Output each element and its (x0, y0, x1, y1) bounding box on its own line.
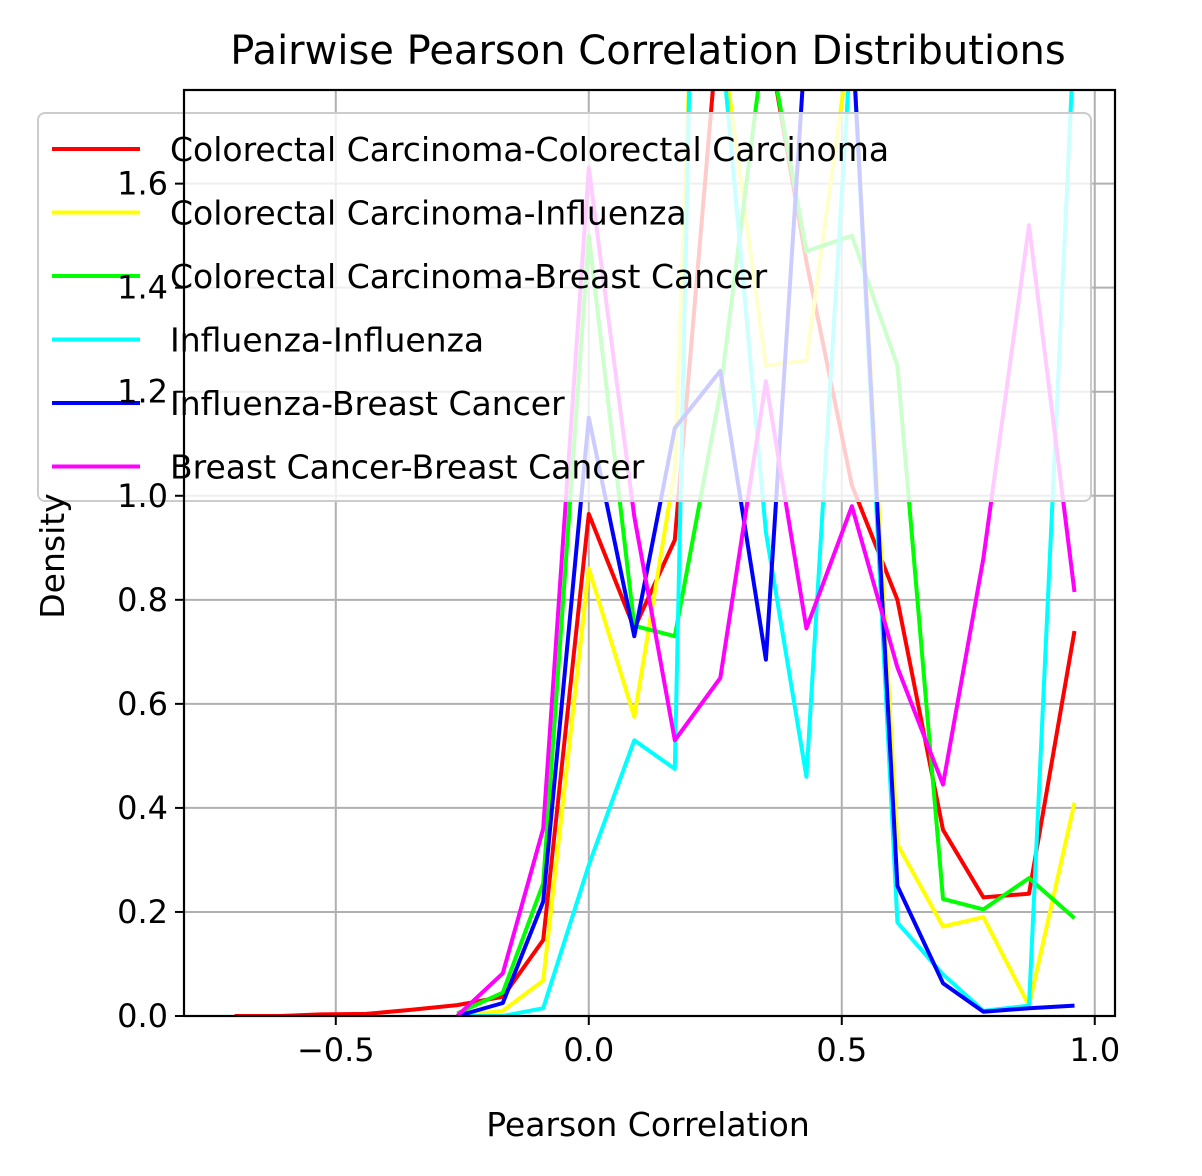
x-axis-label: Pearson Correlation (486, 1105, 810, 1144)
y-tick-label: 1.0 (117, 477, 168, 515)
x-tick-label: 1.0 (1069, 1031, 1120, 1069)
legend-box (37, 112, 1092, 502)
legend-label: Influenza-Influenza (170, 321, 484, 360)
y-tick-label: 0.0 (117, 997, 168, 1035)
legend-label: Colorectal Carcinoma-Influenza (170, 194, 687, 233)
y-tick-label: 1.2 (117, 373, 168, 411)
plot-frame (182, 88, 1117, 1018)
y-tick-label: 0.6 (117, 685, 168, 723)
y-tick-label: 0.8 (117, 581, 168, 619)
y-tick-label: 0.4 (117, 789, 168, 827)
legend-label: Breast Cancer-Breast Cancer (170, 448, 645, 487)
x-tick-label: 0.0 (563, 1031, 614, 1069)
y-axis-label: Density (33, 493, 72, 618)
legend-label: Colorectal Carcinoma-Colorectal Carcinom… (170, 130, 889, 169)
y-axis-ticks: 0.0 0.2 0.4 0.6 0.8 1.0 1.2 1.4 1.6 (117, 165, 184, 1035)
x-tick-label: 0.5 (816, 1031, 867, 1069)
legend: Colorectal Carcinoma-Colorectal Carcinom… (37, 112, 1092, 502)
series-line-5 (456, 90, 1075, 1016)
legend-label: Colorectal Carcinoma-Breast Cancer (170, 257, 768, 296)
legend-label: Influenza-Breast Cancer (170, 384, 565, 423)
y-tick-label: 1.6 (117, 165, 168, 203)
y-tick-label: 1.4 (117, 269, 168, 307)
y-tick-label: 0.2 (117, 893, 168, 931)
series-line-3 (456, 90, 1076, 1016)
x-axis-ticks: −0.5 0.0 0.5 1.0 (297, 1016, 1120, 1069)
chart-title: Pairwise Pearson Correlation Distributio… (230, 28, 1066, 74)
x-tick-label: −0.5 (297, 1031, 375, 1069)
